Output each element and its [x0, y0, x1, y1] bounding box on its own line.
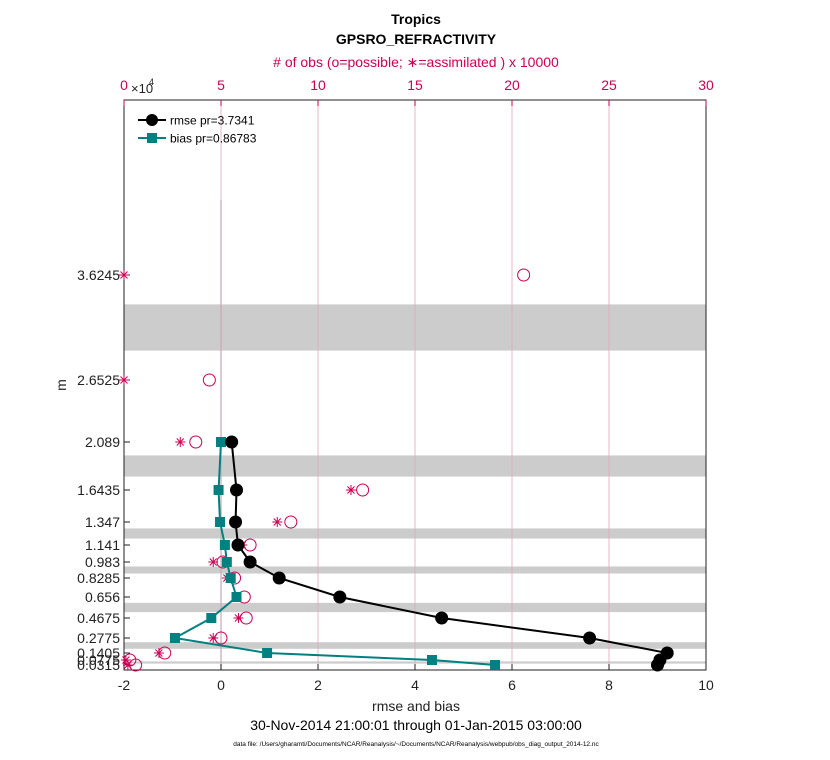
obs-possible-marker	[214, 631, 228, 645]
obs-possible-marker	[202, 373, 216, 387]
bias-point	[206, 613, 217, 623]
rmse-point	[231, 538, 245, 552]
obs-possible-marker	[123, 653, 137, 667]
y-tick-label: 0.2775	[77, 630, 120, 646]
asterisk-stroke	[120, 376, 128, 384]
x-axis-label: rmse and bias	[372, 698, 460, 714]
obs-assimilated-marker	[175, 437, 186, 447]
x2-tick-label: 30	[698, 77, 714, 93]
bias-series	[169, 437, 501, 670]
obs-possible-markers	[123, 268, 531, 672]
x2-tick-label: 15	[407, 77, 423, 93]
obs-possible-marker	[356, 483, 370, 497]
bias-point	[213, 485, 224, 495]
obs-possible-marker	[517, 268, 531, 282]
rmse-point	[243, 555, 257, 569]
rmse-point	[583, 631, 597, 645]
y-tick-label: 1.347	[85, 514, 120, 530]
obs-assimilated-marker	[119, 375, 129, 385]
y-tick-label: 1.6435	[77, 482, 120, 498]
chart-title: Tropics	[391, 11, 441, 27]
x-tick-label: -2	[118, 677, 131, 693]
asterisk-stroke	[273, 518, 282, 526]
rmse-point	[333, 590, 347, 604]
x-tick-label: 2	[314, 677, 322, 693]
legend-rmse-label: rmse pr=3.7341	[170, 114, 255, 128]
x2-axis-ticks: 0 5 10 15 20 25 30	[120, 77, 714, 106]
x2-axis-label: # of obs (o=possible; ∗=assimilated ) x …	[273, 54, 559, 70]
chart-subtitle: GPSRO_REFRACTIVITY	[336, 31, 497, 47]
rmse-series	[225, 435, 674, 672]
bias-point	[221, 557, 232, 567]
obs-possible-marker	[239, 611, 253, 625]
y-tick-label: 0.8285	[77, 570, 120, 586]
bias-point	[225, 573, 236, 583]
x-tick-label: 6	[508, 677, 516, 693]
y-tick-label: 2.089	[85, 434, 120, 450]
bias-point	[215, 517, 226, 527]
x-tick-label: 0	[217, 677, 225, 693]
rmse-point	[229, 515, 243, 529]
asterisk-stroke	[347, 486, 355, 494]
bias-point	[490, 660, 501, 670]
x-tick-label: 4	[411, 677, 419, 693]
y-tick-label: 2.6525	[77, 372, 120, 388]
asterisk-stroke	[122, 656, 130, 664]
rmse-point	[435, 611, 449, 625]
vertical-gridlines	[123, 100, 707, 670]
y-tick-label: 0.0775	[77, 652, 120, 668]
x2-multiplier-label: ×10	[131, 81, 153, 96]
time-range: 30-Nov-2014 21:00:01 through 01-Jan-2015…	[250, 717, 582, 733]
y-tick-label: 3.6245	[77, 267, 120, 283]
obs-possible-marker	[158, 646, 172, 660]
x-tick-label: 8	[605, 677, 613, 693]
bias-point	[262, 648, 273, 658]
bias-point	[426, 655, 437, 665]
footnote: data file: /Users/gharamti/Documents/NCA…	[233, 741, 599, 748]
rmse-point	[660, 646, 674, 660]
x2-tick-label: 0	[120, 77, 128, 93]
bias-point	[219, 540, 230, 550]
y-tick-label: 0.656	[85, 589, 120, 605]
y-tick-label: 0.1405	[77, 645, 120, 661]
bias-line	[171, 441, 496, 666]
legend-bias-label: bias pr=0.86783	[170, 132, 257, 146]
obs-possible-marker	[189, 435, 203, 449]
rmse-point	[225, 435, 239, 449]
asterisk-stroke	[120, 271, 128, 279]
rmse-point	[272, 571, 286, 585]
x2-tick-label: 5	[217, 77, 225, 93]
bias-point	[231, 592, 242, 602]
y-tick-label: 1.141	[85, 537, 120, 553]
obs-assimilated-marker	[120, 655, 131, 665]
legend-rmse-marker	[146, 114, 158, 126]
legend: rmse pr=3.7341 bias pr=0.86783	[138, 114, 257, 146]
bias-point	[216, 437, 226, 447]
asterisk-stroke	[176, 438, 185, 446]
obs-assimilated-marker	[208, 557, 219, 567]
y-tick-label: 0.0315	[77, 657, 120, 673]
y-tick-label: 0.4675	[77, 610, 120, 626]
obs-assimilated-marker	[345, 485, 356, 495]
y-tick-label: 0.983	[85, 554, 120, 570]
x2-tick-label: 20	[504, 77, 520, 93]
asterisk-stroke	[209, 558, 218, 566]
y-axis-label: m	[53, 379, 69, 391]
x2-multiplier-exponent: 4	[149, 77, 154, 87]
rmse-point	[230, 483, 244, 497]
obs-assimilated-marker	[119, 270, 129, 280]
obs-assimilated-marker	[272, 517, 283, 527]
legend-bias-marker	[147, 133, 157, 143]
x-axis-ticks: -2 0 2 4 6 8 10	[118, 664, 714, 693]
x-tick-label: 10	[698, 677, 714, 693]
obs-possible-marker	[284, 515, 298, 529]
x2-tick-label: 25	[601, 77, 617, 93]
bias-point	[169, 633, 180, 643]
x2-tick-label: 10	[310, 77, 326, 93]
